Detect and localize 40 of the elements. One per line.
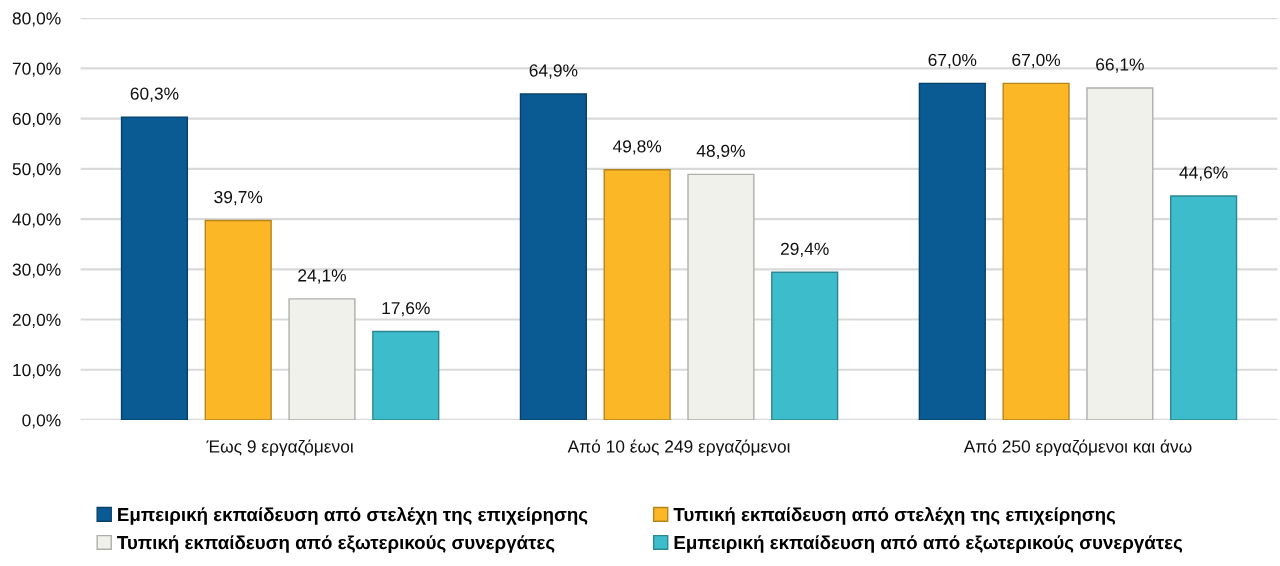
data-label: 64,9% [529, 64, 578, 79]
data-label: 48,9% [696, 144, 745, 160]
y-tick-label: 80,0% [12, 12, 61, 27]
data-label: 39,7% [214, 190, 263, 206]
data-label: 66,1% [1096, 58, 1144, 73]
legend-label: Τυπική εκπαίδευση από στελέχη της επιχείρησης [673, 506, 1116, 525]
data-label: 49,8% [612, 140, 662, 155]
data-label: 24,1% [298, 269, 346, 284]
bar [687, 173, 755, 420]
y-tick-label: 70,0% [12, 62, 61, 77]
bar [918, 82, 986, 420]
bar [1002, 82, 1070, 420]
y-tick-label: 20,0% [12, 313, 61, 329]
bar [603, 169, 671, 420]
y-tick-label: 30,0% [12, 263, 61, 278]
x-tick-label: Από 250 εργαζόμενοι και άνω [963, 439, 1192, 457]
y-tick-label: 60,0% [12, 112, 61, 128]
legend-label: Τυπική εκπαίδευση από εξωτερικούς συνεργάτες [117, 535, 555, 553]
data-label: 44,6% [1179, 166, 1228, 181]
y-tick-label: 50,0% [12, 162, 61, 178]
y-tick-label: 40,0% [12, 213, 61, 228]
bar [288, 298, 356, 420]
bar [1086, 87, 1154, 420]
legend-label: Εμπειρική εκπαίδευση από στελέχη της επιχείρησης [118, 506, 588, 525]
bar [372, 330, 440, 420]
data-label: 67,0% [928, 53, 977, 69]
y-tick-label: 0,0% [22, 414, 61, 429]
bar [204, 219, 272, 420]
data-label: 60,3% [130, 87, 179, 102]
x-tick-label: Έως 9 εργαζόμενοι [206, 439, 354, 457]
bar [120, 116, 189, 420]
data-label: 67,0% [1012, 53, 1061, 69]
bar [1170, 195, 1238, 420]
bar [519, 93, 587, 420]
bar [771, 271, 839, 420]
legend-label: Εμπειρική εκπαίδευση από από εξωτερικούς συνεργάτες [674, 535, 1183, 553]
data-label: 17,6% [382, 301, 430, 317]
y-tick-label: 10,0% [13, 363, 61, 379]
data-label: 29,4% [780, 242, 829, 258]
x-tick-label: Από 10 έως 249 εργαζόμενοι [567, 439, 790, 457]
